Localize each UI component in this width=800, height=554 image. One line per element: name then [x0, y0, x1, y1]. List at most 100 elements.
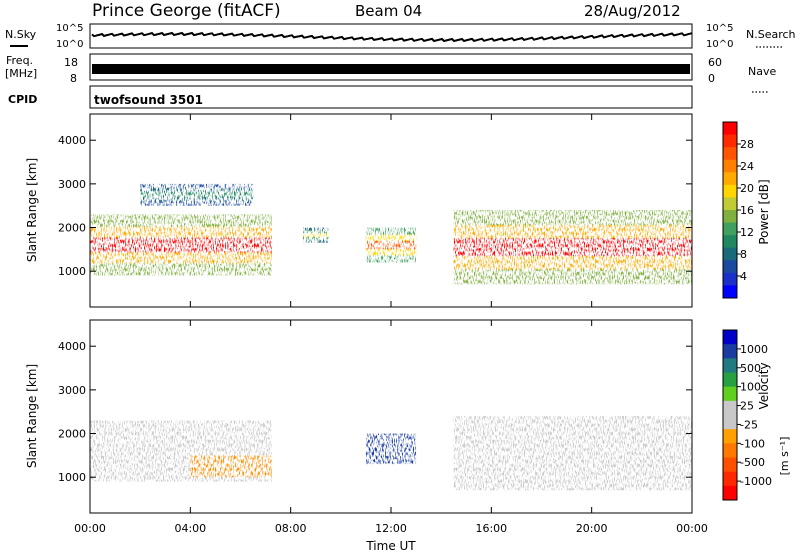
x-tick-label: 00:00 — [74, 522, 106, 535]
nsky-trace — [91, 31, 693, 43]
x-axis-label: Time UT — [365, 539, 416, 553]
nsky-label: N.Sky — [5, 28, 37, 41]
velocity-y-label: Slant Range [km] — [25, 364, 39, 468]
x-tick-label: 04:00 — [174, 522, 206, 535]
colorbar-segment — [723, 260, 737, 274]
power-heatmap — [90, 183, 692, 285]
velocity-band — [453, 416, 692, 491]
noise-tick-bottom-left: 10^0 — [56, 39, 83, 50]
noise-tick-top-left: 10^5 — [56, 23, 83, 34]
freq-tick-bottom: 8 — [70, 72, 77, 85]
colorbar-segment — [723, 443, 737, 458]
y-tick-label: 1000 — [58, 471, 86, 484]
colorbar-segment — [723, 372, 737, 388]
velocity-band — [365, 433, 417, 465]
velocity-y-axis: 4000 3000 2000 1000 — [58, 340, 692, 484]
power-colorbar: 28 24 20 16 12 8 4 — [722, 121, 754, 299]
y-tick-label: 1000 — [58, 265, 86, 278]
cpid-label: CPID — [8, 93, 37, 106]
colorbar-tick-label: 28 — [740, 138, 754, 151]
colorbar-segment — [723, 210, 737, 224]
colorbar-tick-label: 4 — [740, 270, 747, 283]
velocity-colorbar: 1000 500 100 25 -25 -100 -500 -1000 — [722, 329, 772, 501]
colorbar-segment — [723, 235, 737, 249]
power-colorbar-label: Power [dB] — [757, 179, 771, 244]
station-title: Prince George (fitACF) — [92, 1, 281, 21]
nave-tick-bottom: 0 — [708, 72, 715, 85]
cpid-value: twofsound 3501 — [94, 93, 203, 107]
nave-tick-top: 60 — [708, 56, 722, 69]
colorbar-tick-label: -500 — [740, 456, 765, 469]
freq-strip-frame — [89, 53, 693, 81]
colorbar-segment — [723, 147, 737, 161]
x-tick-label: 00:00 — [676, 522, 708, 535]
x-tick-label: 12:00 — [375, 522, 407, 535]
power-band-core — [90, 237, 272, 253]
y-tick-label: 3000 — [58, 384, 86, 397]
power-band-core — [140, 192, 254, 198]
colorbar-tick-label: -1000 — [740, 475, 772, 488]
colorbar-segment — [723, 285, 737, 299]
nave-label: Nave — [748, 65, 776, 78]
colorbar-segment — [723, 471, 737, 487]
colorbar-tick-label: 16 — [740, 204, 754, 217]
colorbar-tick-label: 12 — [740, 226, 754, 239]
beam-title: Beam 04 — [355, 2, 422, 20]
colorbar-segment — [723, 197, 737, 211]
x-tick-label: 16:00 — [475, 522, 507, 535]
colorbar-segment — [723, 247, 737, 261]
cpid-strip-frame — [89, 85, 693, 109]
colorbar-tick-label: -100 — [740, 437, 765, 450]
y-tick-label: 2000 — [58, 428, 86, 441]
colorbar-tick-label: 1000 — [740, 343, 768, 356]
freq-label-line1: Freq. — [6, 54, 33, 67]
velocity-band — [190, 455, 272, 478]
x-tick-label: 08:00 — [275, 522, 307, 535]
power-band-core — [303, 233, 329, 238]
colorbar-segment — [723, 184, 737, 198]
noise-tick-top-right: 10^5 — [706, 23, 733, 34]
colorbar-segment — [723, 429, 737, 444]
velocity-heatmap — [90, 416, 692, 491]
power-y-label: Slant Range [km] — [25, 158, 39, 262]
colorbar-tick-label: -25 — [740, 418, 758, 431]
colorbar-tick-label: 25 — [740, 400, 754, 413]
time-x-axis: 00:00 04:00 08:00 12:00 16:00 20:00 00:00 — [74, 114, 708, 535]
colorbar-tick-label: 500 — [740, 362, 761, 375]
y-tick-label: 4000 — [58, 134, 86, 147]
colorbar-segment — [723, 358, 737, 373]
x-tick-label: 20:00 — [576, 522, 608, 535]
colorbar-segment — [723, 400, 737, 416]
velocity-colorbar-label: Velocity — [757, 362, 771, 409]
nsearch-label: N.Search — [746, 28, 796, 41]
colorbar-segment — [723, 330, 737, 345]
freq-label-line2: [MHz] — [5, 67, 37, 80]
freq-tick-top: 18 — [64, 56, 78, 69]
colorbar-frame — [722, 329, 738, 501]
freq-band — [92, 64, 690, 74]
colorbar-segment — [723, 159, 737, 173]
colorbar-tick-label: 24 — [740, 160, 754, 173]
colorbar-segment — [723, 134, 737, 148]
colorbar-segment — [723, 222, 737, 236]
colorbar-tick-label: 100 — [740, 381, 761, 394]
power-band-core — [365, 240, 417, 250]
power-band-core — [453, 238, 692, 257]
noise-tick-bottom-right: 10^0 — [706, 39, 733, 50]
colorbar-tick-label: 20 — [740, 182, 754, 195]
noise-strip-frame — [89, 23, 693, 49]
colorbar-segment — [723, 457, 737, 473]
y-tick-label: 2000 — [58, 222, 86, 235]
colorbar-segment — [723, 344, 737, 359]
date-title: 28/Aug/2012 — [584, 2, 681, 20]
colorbar-segment — [723, 172, 737, 186]
colorbar-segment — [723, 485, 737, 501]
colorbar-segment — [723, 386, 737, 402]
power-y-axis: 4000 3000 2000 1000 — [58, 134, 692, 278]
y-tick-label: 4000 — [58, 340, 86, 353]
colorbar-segment — [723, 272, 737, 286]
y-tick-label: 3000 — [58, 178, 86, 191]
velocity-colorbar-unit: [m s⁻¹] — [778, 437, 791, 476]
colorbar-segment — [723, 122, 737, 136]
colorbar-segment — [723, 415, 737, 430]
